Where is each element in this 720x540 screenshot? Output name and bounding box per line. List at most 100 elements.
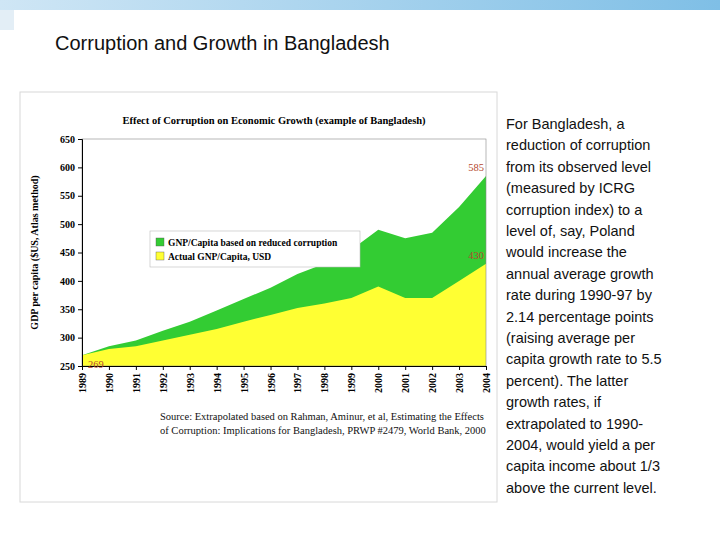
legend-swatch (156, 238, 164, 246)
x-tick: 1990 (104, 366, 115, 393)
y-tick: 250 (60, 361, 82, 372)
annotation: 430 (468, 250, 484, 261)
legend-swatch (156, 252, 164, 260)
x-tick-mark (459, 366, 460, 370)
x-tick-label: 1990 (104, 373, 115, 393)
y-tick-mark (78, 366, 82, 367)
x-tick-label: 1998 (319, 373, 330, 393)
x-tick: 2004 (481, 366, 492, 393)
y-tick-mark (78, 139, 82, 140)
x-tick-label: 1992 (158, 373, 169, 393)
x-tick-mark (351, 366, 352, 370)
x-tick-mark (136, 366, 137, 370)
corner-band (0, 10, 14, 30)
y-tick: 600 (60, 162, 82, 173)
y-tick-label: 550 (60, 190, 75, 201)
body-text: 2.14 percentage points (506, 309, 654, 325)
source-note: of Corruption: Implications for Banglade… (160, 425, 486, 436)
x-tick-mark (378, 366, 379, 370)
body-text: 2004, would yield a per (506, 437, 655, 453)
x-tick: 1997 (292, 366, 303, 393)
y-tick: 450 (60, 247, 82, 258)
x-tick-label: 1997 (292, 373, 303, 393)
y-tick-label: 600 (60, 162, 75, 173)
x-tick-label: 2002 (427, 373, 438, 393)
body-text: corruption index) to a (506, 202, 643, 218)
plot-frame (82, 139, 486, 366)
x-tick-label: 2001 (400, 373, 411, 393)
y-tick: 650 (60, 134, 82, 145)
top-band (0, 0, 720, 10)
y-tick-label: 400 (60, 276, 75, 287)
x-tick: 1991 (131, 366, 142, 393)
x-tick: 2000 (373, 366, 384, 393)
x-tick-label: 1995 (239, 373, 250, 393)
y-tick-label: 500 (60, 219, 75, 230)
plot-marks (82, 176, 486, 366)
x-tick-mark (82, 366, 83, 370)
x-axis: 1989 1990 1991 1992 1993 1994 1995 1996 1997 1998… (77, 366, 492, 393)
x-tick-label: 1999 (346, 373, 357, 393)
slide: Corruption and Growth in Bangladesh Effec… (0, 0, 720, 540)
y-tick: 400 (60, 276, 82, 287)
source-note: Source: Extrapolated based on Rahman, Am… (160, 411, 484, 422)
y-tick-label: 650 (60, 134, 75, 145)
y-axis: 250 300 350 400 450 500 550 600 650 (60, 134, 83, 372)
body-text: rate during 1990-97 by (506, 287, 653, 303)
x-tick-mark (109, 366, 110, 370)
y-tick-mark (78, 309, 82, 310)
x-tick-label: 1994 (212, 373, 223, 393)
y-tick: 300 (60, 332, 82, 343)
x-tick-label: 2003 (454, 373, 465, 393)
x-tick-mark (244, 366, 245, 370)
x-tick-mark (432, 366, 433, 370)
y-tick-label: 300 (60, 332, 75, 343)
x-tick-label: 1991 (131, 373, 142, 393)
x-tick-label: 1996 (266, 373, 277, 393)
x-tick-mark (163, 366, 164, 370)
x-tick: 1999 (346, 366, 357, 393)
x-tick: 1994 (212, 366, 223, 393)
x-tick: 2003 (454, 366, 465, 393)
body-text: annual average growth (506, 266, 654, 282)
body-text: percent). The latter (506, 373, 628, 389)
annotation: 269 (88, 359, 104, 370)
body-text: capita income about 1/3 (506, 458, 660, 474)
x-tick: 1993 (185, 366, 196, 393)
body-text: reduction of corruption (506, 137, 650, 153)
y-axis-line (78, 140, 83, 367)
legend-box (150, 231, 360, 267)
body-text: (raising average per (506, 330, 635, 346)
y-axis-title: GDP per capita ($US, Atlas method) (29, 175, 41, 329)
y-tick-label: 350 (60, 304, 75, 315)
y-tick-mark (78, 281, 82, 282)
area-series (82, 176, 486, 366)
body-text: above the current level. (506, 480, 657, 496)
x-tick: 1996 (266, 366, 277, 393)
annotation: 585 (468, 162, 484, 173)
x-tick: 2002 (427, 366, 438, 393)
y-tick: 550 (60, 190, 82, 201)
y-tick-label: 250 (60, 361, 75, 372)
y-tick: 350 (60, 304, 82, 315)
body-text: from its observed level (506, 159, 651, 175)
x-tick: 1989 (77, 366, 88, 393)
x-tick: 1995 (239, 366, 250, 393)
slide-title: Corruption and Growth in Bangladesh (55, 32, 390, 54)
x-tick-label: 1989 (77, 373, 88, 393)
area-series (82, 264, 486, 366)
y-tick-mark (78, 167, 82, 168)
x-tick-mark (405, 366, 406, 370)
x-tick: 1992 (158, 366, 169, 393)
legend-label: GNP/Capita based on reduced corruption (168, 238, 338, 248)
x-tick-mark (271, 366, 272, 370)
x-tick-label: 1993 (185, 373, 196, 393)
x-tick: 2001 (400, 366, 411, 393)
y-tick-mark (78, 196, 82, 197)
x-tick-mark (217, 366, 218, 370)
chart-title: Effect of Corruption on Economic Growth … (122, 115, 426, 127)
x-axis-line (83, 367, 487, 371)
chart-panel (20, 92, 497, 502)
body-text: extrapolated to 1990- (506, 416, 643, 432)
body-text: For Bangladesh, a (506, 116, 625, 132)
